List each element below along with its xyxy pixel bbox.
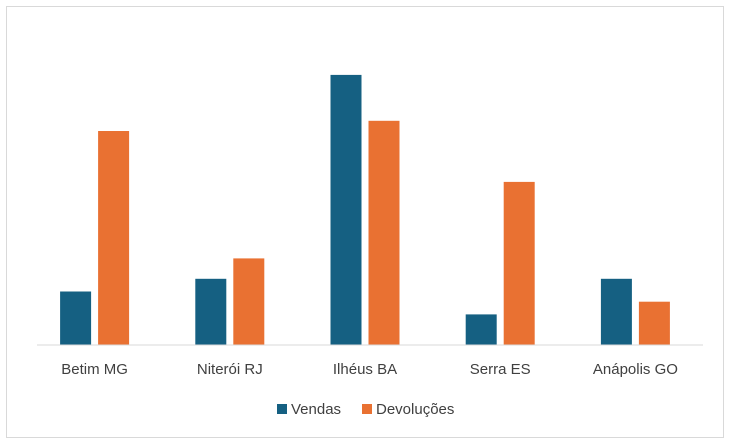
category-labels: Betim MG Niterói RJ Ilhéus BA Serra ES Anápo… [61, 361, 678, 378]
category-label-anapolis-go: Anápolis GO [593, 361, 678, 378]
legend-swatch-devolucoes [362, 404, 372, 414]
bar-devolucoes-ilheus-ba [368, 120, 400, 345]
category-label-niteroi-rj: Niterói RJ [197, 361, 263, 378]
bars-group [60, 74, 670, 346]
category-label-serra-es: Serra ES [470, 361, 531, 378]
legend: Vendas Devoluções [277, 401, 454, 418]
bar-vendas-niteroi-rj [195, 278, 227, 345]
bar-devolucoes-anapolis-go [638, 301, 670, 345]
category-label-betim-mg: Betim MG [61, 361, 128, 378]
legend-label-devolucoes: Devoluções [376, 401, 454, 418]
bar-vendas-ilheus-ba [330, 74, 362, 346]
bar-devolucoes-betim-mg [98, 131, 130, 345]
bar-devolucoes-serra-es [503, 181, 535, 345]
bar-vendas-betim-mg [60, 291, 92, 345]
bar-devolucoes-niteroi-rj [233, 258, 265, 345]
legend-swatch-vendas [277, 404, 287, 414]
bar-vendas-serra-es [465, 314, 497, 345]
bar-vendas-anapolis-go [600, 278, 632, 345]
legend-label-vendas: Vendas [291, 401, 341, 418]
category-label-ilheus-ba: Ilhéus BA [333, 361, 397, 378]
